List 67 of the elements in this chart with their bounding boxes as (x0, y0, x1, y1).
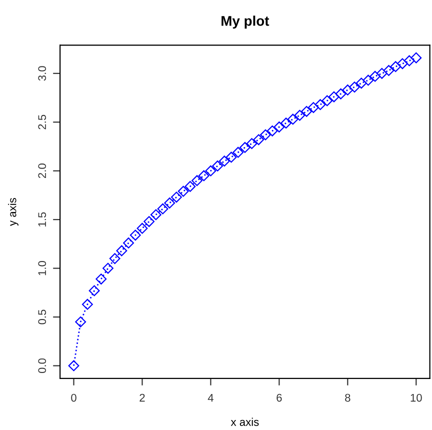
x-axis-title: x axis (230, 418, 259, 426)
x-tick-label: 6 (276, 394, 282, 402)
point (130, 230, 141, 241)
point (280, 118, 292, 129)
y-tick-label: 2.0 (38, 164, 46, 178)
point (362, 74, 374, 86)
y-tick-label: 0.0 (38, 358, 46, 374)
x-tick-label: 8 (345, 394, 350, 402)
point (88, 285, 100, 296)
point (164, 198, 176, 208)
point (301, 106, 312, 117)
point (246, 138, 258, 150)
point (410, 52, 422, 64)
point (116, 245, 128, 256)
point (383, 65, 394, 76)
point (404, 55, 415, 66)
point (349, 82, 360, 93)
point (205, 165, 216, 176)
point (184, 180, 196, 192)
y-tick-label: 1.0 (38, 261, 46, 276)
x-tick-label: 2 (140, 394, 145, 402)
point (376, 68, 388, 79)
point (308, 102, 319, 113)
point (322, 95, 333, 106)
point (287, 114, 298, 125)
point (192, 175, 202, 186)
point (171, 192, 182, 203)
point (328, 91, 340, 102)
point (144, 216, 155, 227)
y-tick-label: 3.0 (38, 66, 46, 81)
chart-title: My plot (222, 16, 270, 29)
y-tick-label: 2.5 (38, 114, 46, 130)
point (198, 170, 210, 182)
point (253, 134, 264, 146)
point (150, 209, 162, 220)
point (123, 237, 134, 248)
point (390, 61, 402, 72)
x-tick-label: 10 (410, 394, 422, 402)
point (314, 99, 326, 110)
y-tick-label: 0.5 (38, 310, 46, 324)
point (102, 262, 114, 274)
point (342, 84, 354, 96)
point (157, 203, 168, 214)
point (232, 146, 244, 158)
point (266, 125, 278, 136)
point (239, 142, 250, 153)
y-axis-title: y axis (8, 198, 18, 226)
point (212, 160, 224, 172)
point (335, 88, 346, 100)
point (68, 360, 80, 372)
point (82, 298, 93, 310)
point (226, 152, 237, 163)
point (396, 58, 408, 70)
point (136, 222, 148, 234)
point (75, 316, 86, 328)
point (294, 110, 306, 121)
x-tick-label: 0 (71, 394, 76, 402)
point (370, 70, 381, 82)
point (109, 253, 120, 264)
point (274, 122, 285, 132)
point (218, 156, 230, 167)
point (178, 186, 189, 197)
y-tick-label: 1.5 (38, 212, 46, 226)
point (260, 129, 271, 140)
point (356, 78, 367, 89)
x-tick-label: 4 (208, 394, 214, 402)
point (96, 274, 107, 284)
